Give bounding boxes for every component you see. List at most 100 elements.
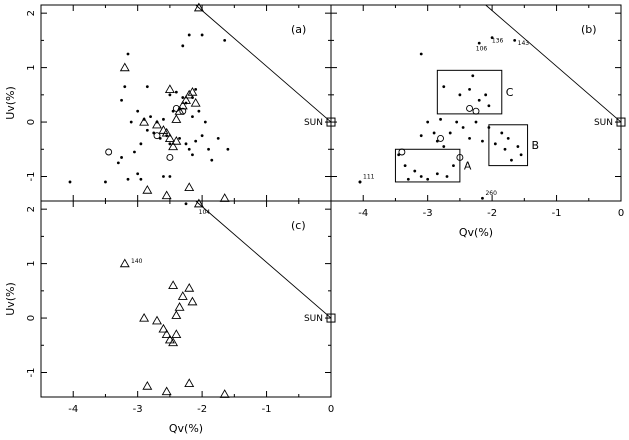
data-point-dot xyxy=(439,117,442,121)
data-point-dot xyxy=(181,96,185,99)
data-point-triangle xyxy=(171,329,182,338)
panel-a: 2 1 0 -1 Uv(%) (a) SUN xyxy=(4,2,336,206)
data-point-dot xyxy=(490,36,494,40)
data-point-triangle xyxy=(177,100,188,110)
data-point-triangle xyxy=(139,312,150,322)
data-point-dot xyxy=(187,33,191,37)
data-point-dot xyxy=(120,156,123,159)
region-box-C xyxy=(436,69,503,115)
data-point-triangle xyxy=(142,185,153,194)
sun-marker xyxy=(616,117,626,127)
data-point-dot xyxy=(123,85,127,89)
data-point-dot xyxy=(477,98,481,102)
data-point-dot xyxy=(136,172,140,176)
x-tick-label: -1 xyxy=(552,208,562,219)
data-point-dot xyxy=(181,44,185,48)
data-point-dot xyxy=(210,158,214,162)
data-point-triangle xyxy=(219,193,230,202)
plot-frame xyxy=(40,200,332,398)
reference-line xyxy=(485,4,622,123)
data-point-dot xyxy=(513,38,517,42)
data-point-dot xyxy=(493,142,497,146)
data-point-circle xyxy=(437,134,445,142)
data-point-triangle xyxy=(164,133,175,142)
data-point-triangle xyxy=(168,337,179,347)
data-point-dot xyxy=(162,175,165,178)
data-point-dot xyxy=(187,147,191,151)
data-point-triangle xyxy=(187,296,198,306)
data-point-dot xyxy=(168,93,172,97)
data-point-triangle xyxy=(161,190,172,200)
data-point-triangle xyxy=(193,2,204,12)
region-label: C xyxy=(506,86,514,99)
data-point-dot xyxy=(191,153,194,157)
data-point-circle xyxy=(398,148,406,156)
data-point-triangle xyxy=(177,291,188,300)
data-point-triangle xyxy=(184,283,195,292)
data-point-dot xyxy=(455,120,459,124)
y-tick-label: -1 xyxy=(26,172,37,182)
x-tick-label: -3 xyxy=(423,208,433,219)
data-point-dot xyxy=(194,139,198,143)
region-box-B xyxy=(488,124,529,167)
x-tick-label: -1 xyxy=(262,404,272,415)
x-tick-label: -2 xyxy=(487,208,497,219)
data-point-dot xyxy=(200,134,204,138)
data-point-dot xyxy=(442,145,446,148)
point-label: 106 xyxy=(476,46,488,53)
data-point-dot xyxy=(510,158,513,162)
data-point-triangle xyxy=(119,258,130,268)
data-point-circle xyxy=(166,153,174,161)
data-point-dot xyxy=(133,150,136,154)
data-point-dot xyxy=(200,33,204,37)
data-point-circle xyxy=(153,132,161,140)
data-point-dot xyxy=(120,98,123,102)
y-tick-label: 2 xyxy=(26,10,37,16)
x-tick-label: -2 xyxy=(197,404,207,415)
data-point-dot xyxy=(226,147,230,151)
x-axis-label: Qv(%) xyxy=(169,422,203,435)
data-point-dot xyxy=(162,117,165,121)
data-point-dot xyxy=(445,175,449,178)
reference-line xyxy=(195,4,332,123)
data-point-triangle xyxy=(184,182,195,191)
point-label: 140 xyxy=(131,258,143,265)
x-tick-label: 0 xyxy=(618,208,624,219)
data-point-dot xyxy=(448,131,452,135)
data-point-dot xyxy=(503,147,507,151)
plot-frame xyxy=(330,4,622,202)
data-point-dot xyxy=(419,175,423,178)
data-point-circle xyxy=(172,104,180,112)
sun-label: SUN xyxy=(304,314,323,324)
data-point-dot xyxy=(197,109,201,113)
data-point-dot xyxy=(506,136,510,140)
data-point-triangle xyxy=(171,136,182,145)
x-tick-label: -3 xyxy=(133,404,143,415)
data-point-triangle xyxy=(161,329,172,338)
panel-label: (c) xyxy=(291,219,306,232)
y-axis-label: Uv(%) xyxy=(4,282,17,316)
data-point-dot xyxy=(358,180,362,184)
y-tick-label: -1 xyxy=(26,368,37,378)
data-point-triangle xyxy=(161,127,172,137)
point-label: 143 xyxy=(518,40,530,47)
data-point-triangle xyxy=(193,198,204,208)
data-point-dot xyxy=(406,177,410,181)
data-point-dot xyxy=(413,169,417,173)
data-point-dot xyxy=(168,175,172,178)
data-point-dot xyxy=(419,52,423,56)
data-point-dot xyxy=(419,134,423,138)
data-point-dot xyxy=(471,74,475,78)
panel-label: (a) xyxy=(291,23,306,36)
data-point-triangle xyxy=(184,89,195,99)
region-label: A xyxy=(464,160,472,173)
data-point-triangle xyxy=(158,323,169,333)
x-axis-label: Qv(%) xyxy=(459,226,493,239)
data-point-triangle xyxy=(190,97,201,107)
sun-marker xyxy=(326,313,336,323)
y-tick-label: 0 xyxy=(26,119,37,125)
data-point-dot xyxy=(194,87,198,91)
point-label: 104 xyxy=(199,209,211,216)
data-point-triangle xyxy=(171,310,182,319)
data-point-dot xyxy=(116,161,120,165)
